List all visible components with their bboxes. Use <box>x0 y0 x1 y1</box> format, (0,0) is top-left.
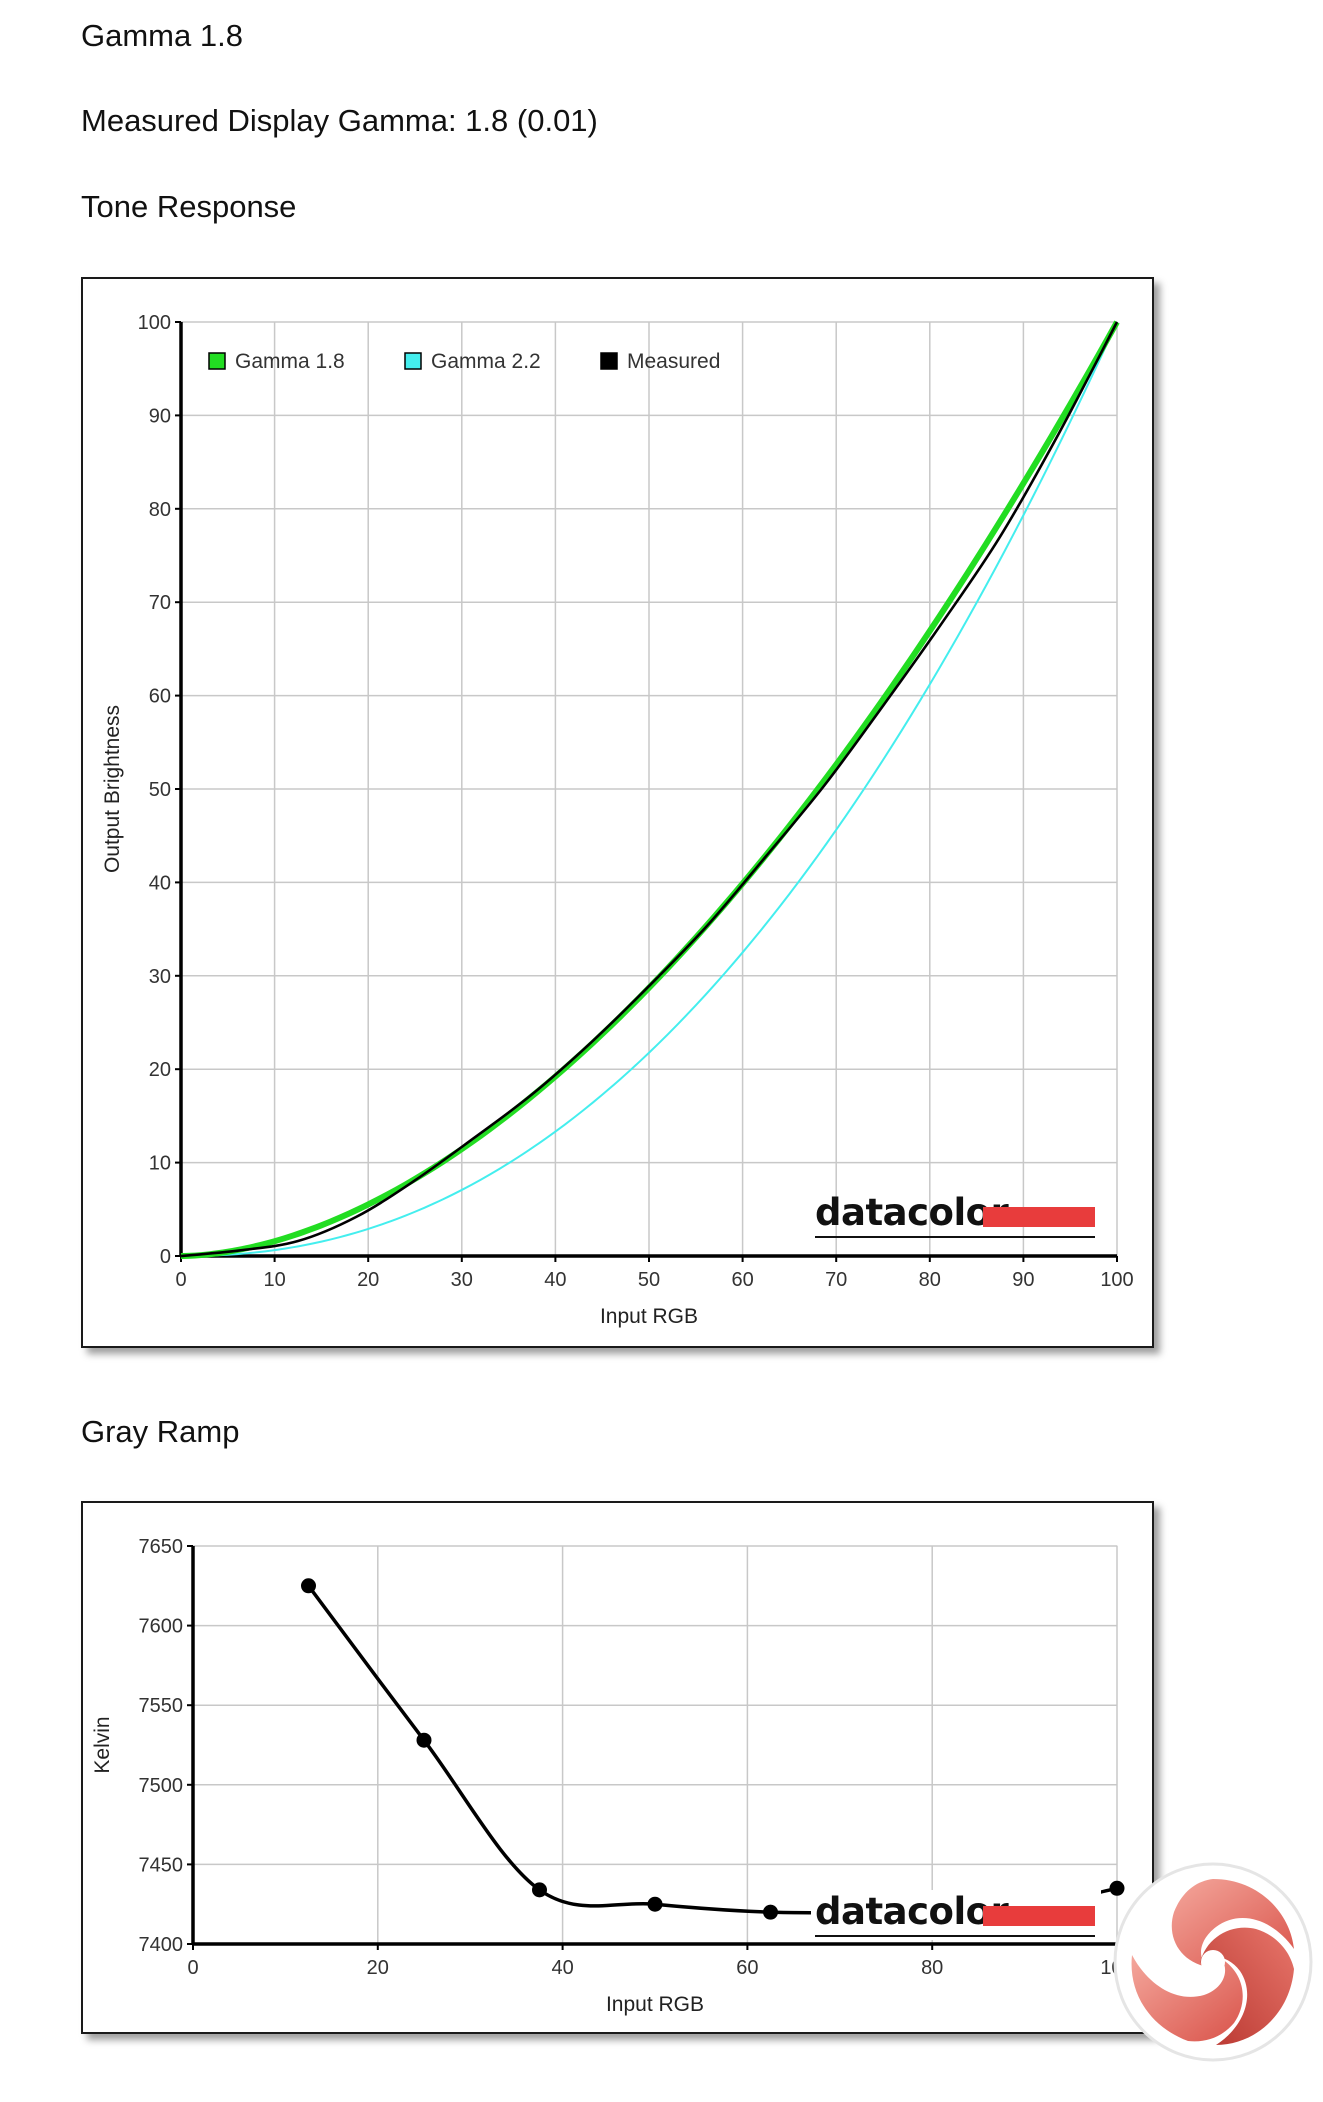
y-tick-label: 70 <box>149 592 171 614</box>
y-tick-label: 50 <box>149 779 171 801</box>
kelvin-point <box>301 1578 316 1594</box>
kelvin-point <box>1109 1880 1125 1896</box>
x-tick-label: 80 <box>919 1269 941 1291</box>
x-axis-title: Input RGB <box>606 1993 704 2016</box>
y-tick-label: 10 <box>149 1153 171 1175</box>
x-tick-label: 50 <box>638 1269 660 1291</box>
y-tick-label: 7500 <box>139 1775 184 1797</box>
kelvin-point <box>763 1904 778 1920</box>
y-tick-label: 60 <box>149 686 171 708</box>
legend-label: Gamma 2.2 <box>431 350 541 373</box>
y-tick-label: 7650 <box>139 1536 184 1558</box>
x-tick-label: 40 <box>544 1269 566 1291</box>
watermark-text: datacolor <box>815 1890 1010 1933</box>
legend-label: Gamma 1.8 <box>235 350 345 373</box>
plot-area <box>192 1545 1118 1945</box>
legend-label: Measured <box>627 350 720 373</box>
swirl-logo-icon <box>1113 1862 1313 2062</box>
x-tick-label: 20 <box>357 1269 379 1291</box>
measured-gamma-heading: Measured Display Gamma: 1.8 (0.01) <box>81 103 598 138</box>
x-tick-label: 0 <box>175 1269 186 1291</box>
x-tick-label: 100 <box>1100 1269 1133 1291</box>
watermark-bar <box>983 1207 1095 1227</box>
y-axis-title: Kelvin <box>91 1716 114 1773</box>
kelvin-point <box>647 1896 663 1912</box>
y-tick-label: 30 <box>149 966 171 988</box>
y-tick-label: 80 <box>149 499 171 521</box>
x-axis-title: Input RGB <box>600 1305 698 1328</box>
gamma-heading: Gamma 1.8 <box>81 18 243 53</box>
y-axis-title: Output Brightness <box>101 705 124 873</box>
legend-swatch <box>208 352 226 370</box>
y-tick-label: 0 <box>160 1246 171 1268</box>
watermark-bar <box>983 1906 1095 1926</box>
legend-swatch <box>404 352 422 370</box>
gamma-2-2-line <box>180 321 1118 1257</box>
kelvin-point <box>532 1882 547 1898</box>
y-tick-label: 7400 <box>139 1934 184 1956</box>
y-tick-label: 7450 <box>139 1854 184 1876</box>
x-tick-label: 70 <box>825 1269 847 1291</box>
y-tick-label: 40 <box>149 872 171 894</box>
gray-ramp-panel: 020406080100740074507500755076007650Inpu… <box>81 1501 1154 2034</box>
y-tick-label: 100 <box>138 312 171 334</box>
tone-response-panel: 0 10 20 30 40 50 60 70 80 90 100 0 10 20 30 40 50 60 70 80 9… <box>81 277 1154 1348</box>
measured-line <box>180 321 1119 1258</box>
y-tick-label: 20 <box>149 1059 171 1081</box>
x-tick-label: 30 <box>451 1269 473 1291</box>
x-tick-label: 0 <box>187 1957 198 1979</box>
tone-response-chart: 0 10 20 30 40 50 60 70 80 90 100 0 10 20 30 40 50 60 70 80 9… <box>101 312 1134 1328</box>
x-tick-label: 10 <box>263 1269 285 1291</box>
x-tick-label: 20 <box>367 1957 389 1979</box>
kelvin-point <box>416 1732 432 1748</box>
gray-ramp-chart: 020406080100740074507500755076007650Inpu… <box>91 1536 1134 2016</box>
y-tick-label: 7600 <box>139 1616 184 1638</box>
tone-response-heading: Tone Response <box>81 189 297 224</box>
legend-swatch <box>600 352 618 370</box>
x-tick-label: 90 <box>1012 1269 1034 1291</box>
watermark-text: datacolor <box>815 1191 1010 1234</box>
x-tick-label: 40 <box>551 1957 573 1979</box>
x-tick-label: 60 <box>736 1957 758 1979</box>
y-tick-label: 7550 <box>139 1695 184 1717</box>
gray-ramp-heading: Gray Ramp <box>81 1414 240 1449</box>
y-tick-label: 90 <box>149 405 171 427</box>
x-tick-label: 60 <box>731 1269 753 1291</box>
x-tick-label: 80 <box>921 1957 943 1979</box>
